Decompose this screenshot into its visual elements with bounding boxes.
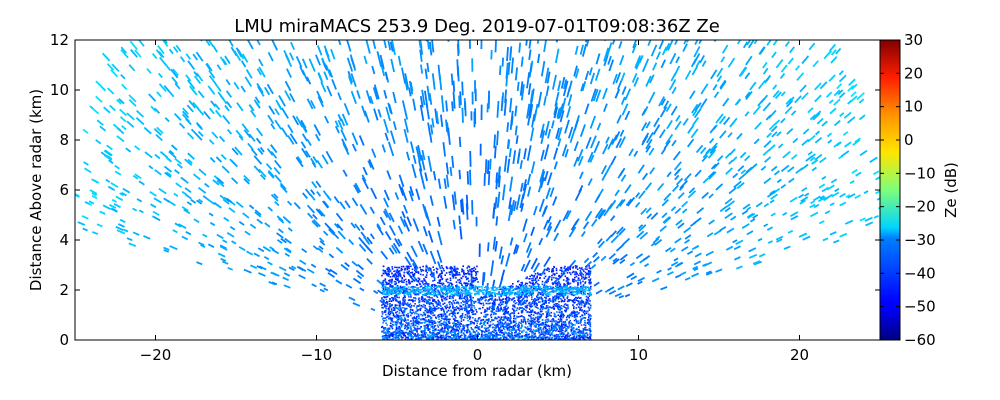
- y-axis-ticks: 0 2 4 6 8 10 12: [50, 31, 880, 349]
- y-tick-label: 2: [59, 281, 69, 299]
- y-tick-label: 4: [59, 231, 69, 249]
- y-tick-label: 12: [50, 31, 69, 49]
- colorbar-tick-label: −40: [904, 264, 936, 282]
- y-tick-label: 0: [59, 331, 69, 349]
- colorbar: [879, 39, 901, 341]
- radar-echo-layer: [75, 40, 880, 340]
- y-axis-label: Distance Above radar (km): [27, 89, 45, 291]
- colorbar-tick-label: −60: [904, 331, 936, 349]
- colorbar-tick-label: −50: [904, 298, 936, 316]
- chart-title: LMU miraMACS 253.9 Deg. 2019-07-01T09:08…: [234, 16, 720, 37]
- x-tick-label: 0: [473, 346, 483, 364]
- colorbar-tick-label: −20: [904, 198, 936, 216]
- x-tick-label: −20: [140, 346, 172, 364]
- x-axis-ticks: −20 −10 0 10 20: [140, 40, 809, 364]
- colorbar-tick-label: 10: [904, 98, 923, 116]
- x-tick-label: 20: [790, 346, 809, 364]
- colorbar-tick-label: 30: [904, 31, 923, 49]
- y-tick-label: 6: [59, 181, 69, 199]
- colorbar-tick-label: −30: [904, 231, 936, 249]
- colorbar-tick-label: 0: [904, 131, 914, 149]
- plot-area-frame: [74, 39, 881, 341]
- x-axis-label: Distance from radar (km): [382, 362, 572, 380]
- x-tick-label: −10: [301, 346, 333, 364]
- x-tick-label: 10: [629, 346, 648, 364]
- colorbar-tick-label: 20: [904, 64, 923, 82]
- y-tick-label: 8: [59, 131, 69, 149]
- colorbar-ticks: 30 20 10 0 −10 −20 −30 −40 −50 −60: [880, 31, 936, 349]
- colorbar-tick-label: −10: [904, 164, 936, 182]
- colorbar-label: Ze (dB): [942, 162, 960, 218]
- y-tick-label: 10: [50, 81, 69, 99]
